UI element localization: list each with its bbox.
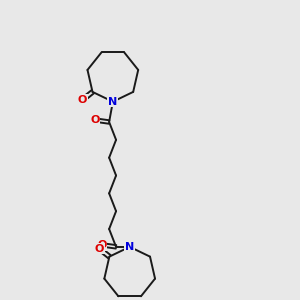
Text: O: O — [94, 244, 104, 254]
Text: O: O — [97, 240, 106, 250]
Text: N: N — [125, 242, 134, 252]
Text: N: N — [108, 97, 118, 107]
Text: O: O — [78, 95, 87, 105]
Text: O: O — [90, 115, 100, 125]
